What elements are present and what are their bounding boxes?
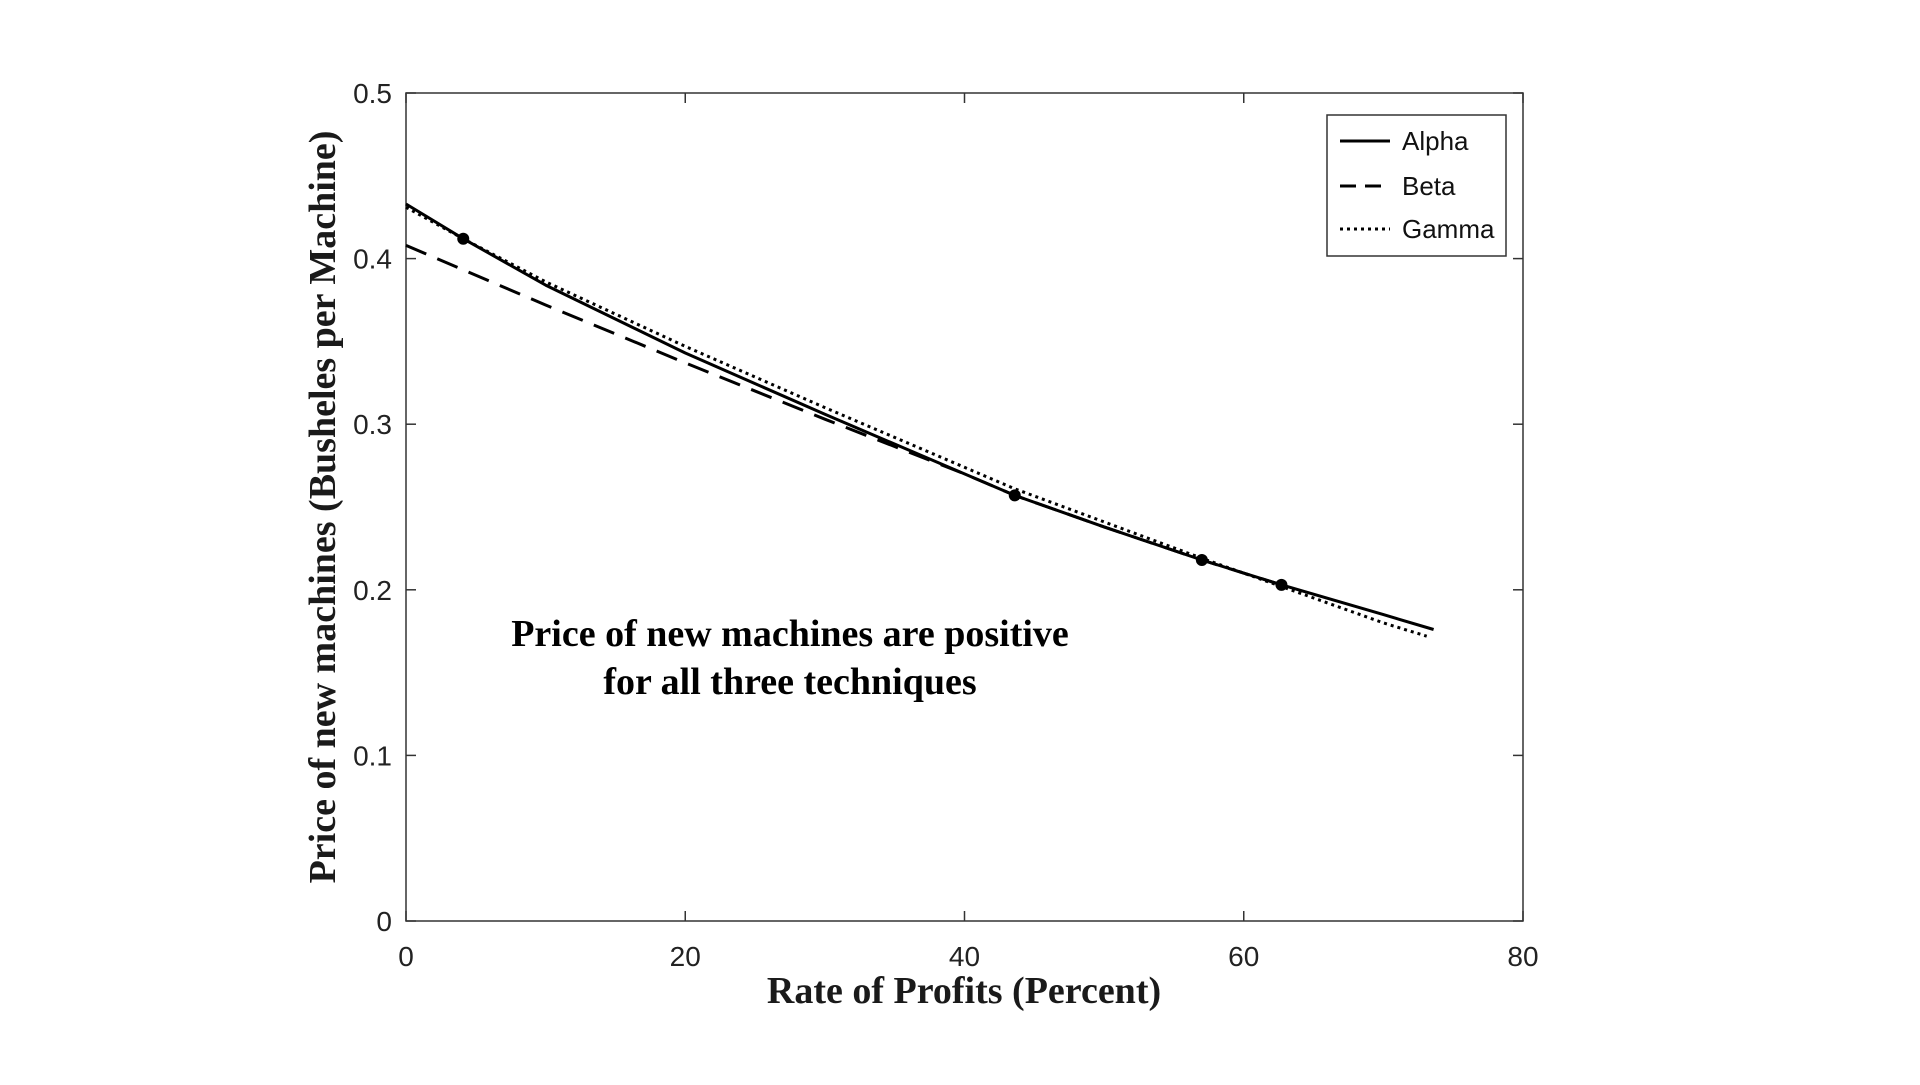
y-tick-label: 0 (376, 906, 392, 937)
switch-point-marker (1008, 489, 1021, 502)
series-line-gamma (405, 205, 1428, 638)
annotation-line-2: for all three techniques (603, 661, 976, 703)
switch-point-marker (1275, 578, 1288, 591)
y-tick-label: 0.2 (353, 575, 392, 606)
series-line-alpha (405, 202, 1435, 631)
y-tick-label: 0.4 (353, 244, 392, 275)
x-tick-label: 20 (670, 941, 701, 972)
annotation-line-1: Price of new machines are positive (511, 613, 1069, 655)
x-axis-label: Rate of Profits (Percent) (767, 970, 1161, 1012)
y-tick-label: 0.3 (353, 409, 392, 440)
switch-point-marker (457, 232, 470, 245)
y-tick-label: 0.1 (353, 740, 392, 771)
ticks-layer: 0 20 40 60 80 0 0.1 0.2 0.3 0.4 0.5 (353, 78, 1539, 972)
legend-label-alpha: Alpha (1402, 126, 1469, 156)
legend: Alpha Beta Gamma (1326, 114, 1507, 257)
x-tick-label: 60 (1228, 941, 1259, 972)
legend-box (1326, 114, 1507, 257)
switch-point-marker (1195, 553, 1208, 566)
y-axis-label: Price of new machines (Busheles per Mach… (302, 131, 344, 884)
y-tick-label: 0.5 (353, 78, 392, 109)
legend-label-gamma: Gamma (1402, 214, 1495, 244)
x-tick-label: 0 (398, 941, 414, 972)
legend-label-beta: Beta (1402, 171, 1456, 201)
x-tick-label: 80 (1507, 941, 1538, 972)
x-tick-label: 40 (949, 941, 980, 972)
series-layer (405, 202, 1435, 638)
markers-layer (457, 232, 1288, 591)
series-line-beta (405, 244, 1282, 587)
